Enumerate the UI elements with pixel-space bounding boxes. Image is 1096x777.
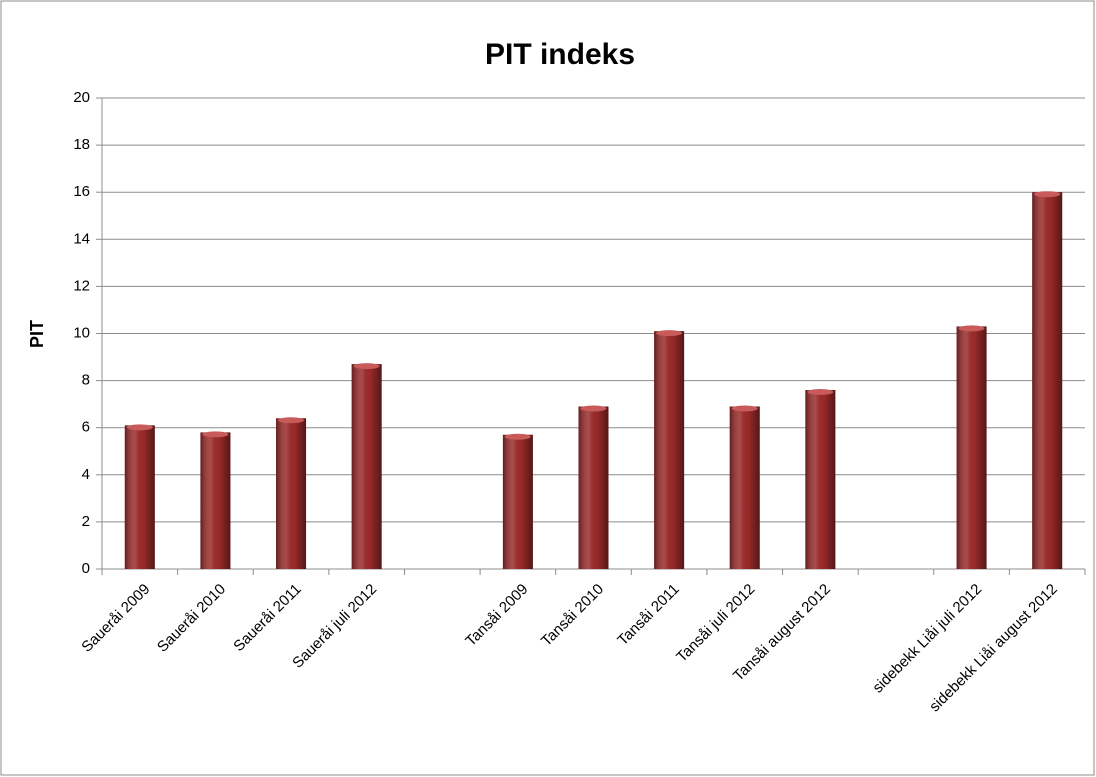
bar-top [353,363,380,370]
bar-top [656,330,683,337]
y-axis-title: PIT [27,320,47,348]
y-tick-label: 0 [82,560,90,577]
bar-top [278,417,305,424]
bar-shade [654,331,685,569]
bar-top [580,405,607,412]
bar-shade [729,406,760,569]
y-tick-label: 16 [73,183,90,200]
bar-shade [351,364,382,569]
y-tick-label: 10 [73,324,90,341]
bar-top [202,431,229,438]
bar-shade [956,326,987,569]
bar-shade [200,432,231,569]
y-tick-label: 20 [73,89,90,106]
y-tick-label: 2 [82,513,90,530]
y-tick-label: 18 [73,136,90,153]
bar-shade [1032,192,1063,569]
bar-shade [578,406,609,569]
y-tick-label: 14 [73,230,90,247]
bar-top [1034,191,1061,198]
bar-top [807,389,834,396]
bar-shade [124,425,155,569]
bar-shade [502,434,533,569]
bar-top [731,405,758,412]
y-tick-label: 12 [73,277,90,294]
bar-top [126,424,153,431]
bar-top [958,325,985,332]
y-tick-label: 6 [82,419,90,436]
bar-shade [805,390,836,569]
y-tick-label: 4 [82,466,90,483]
bar-shade [276,418,307,569]
chart-title: PIT indeks [485,38,635,71]
bar-top [504,433,531,440]
y-tick-label: 8 [82,372,90,389]
